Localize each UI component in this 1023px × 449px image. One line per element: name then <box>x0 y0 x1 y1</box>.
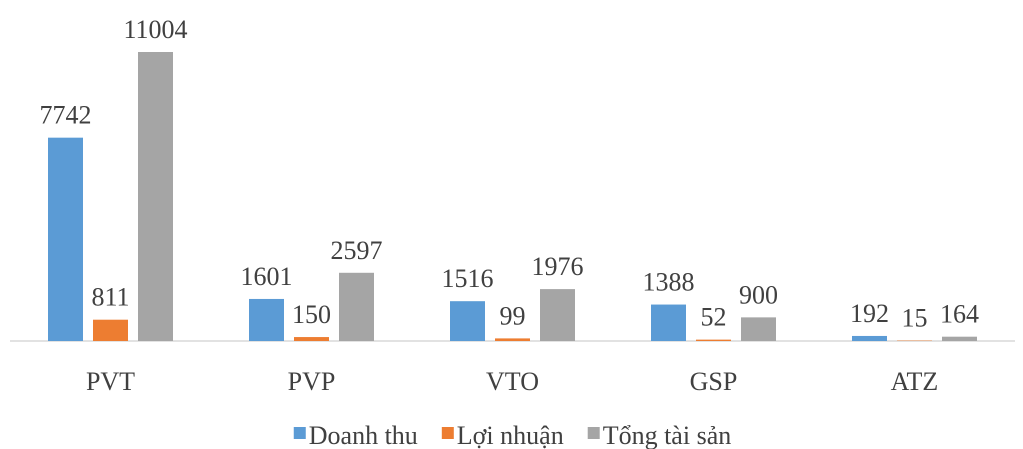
x-tick-label: ATZ <box>891 367 939 396</box>
data-label: 52 <box>701 303 727 332</box>
bar <box>540 289 575 341</box>
bar <box>138 52 173 341</box>
data-label: 1976 <box>532 252 584 281</box>
x-tick-label: PVP <box>288 367 336 396</box>
data-label: 192 <box>850 299 889 328</box>
bar <box>339 272 374 341</box>
legend-label: Tổng tài sản <box>603 421 732 449</box>
data-label: 1601 <box>241 262 293 291</box>
bar <box>48 137 83 341</box>
legend-swatch <box>587 427 600 439</box>
data-label: 1388 <box>643 268 695 297</box>
bar <box>651 304 686 341</box>
legend-swatch <box>293 427 306 439</box>
data-label: 11004 <box>123 15 187 44</box>
data-label: 7742 <box>40 101 92 130</box>
bar <box>852 335 887 341</box>
x-tick-label: VTO <box>486 367 539 396</box>
bar <box>942 336 977 341</box>
legend-label: Lợi nhuận <box>457 421 564 449</box>
bar <box>741 317 776 341</box>
data-label: 99 <box>500 301 526 330</box>
data-label: 2597 <box>331 236 383 265</box>
data-label: 15 <box>902 304 928 333</box>
data-label: 164 <box>940 300 979 329</box>
bar <box>93 319 128 341</box>
bar <box>696 339 731 341</box>
legend-label: Doanh thu <box>309 421 418 449</box>
data-label: 150 <box>292 300 331 329</box>
bar <box>294 337 329 341</box>
data-label: 900 <box>739 280 778 309</box>
bar <box>450 301 485 341</box>
bar <box>249 298 284 341</box>
bar <box>495 338 530 341</box>
data-label: 1516 <box>442 264 494 293</box>
legend-swatch <box>441 427 454 439</box>
x-tick-label: PVT <box>86 367 135 396</box>
x-tick-label: GSP <box>690 367 738 396</box>
data-label: 811 <box>91 283 129 312</box>
